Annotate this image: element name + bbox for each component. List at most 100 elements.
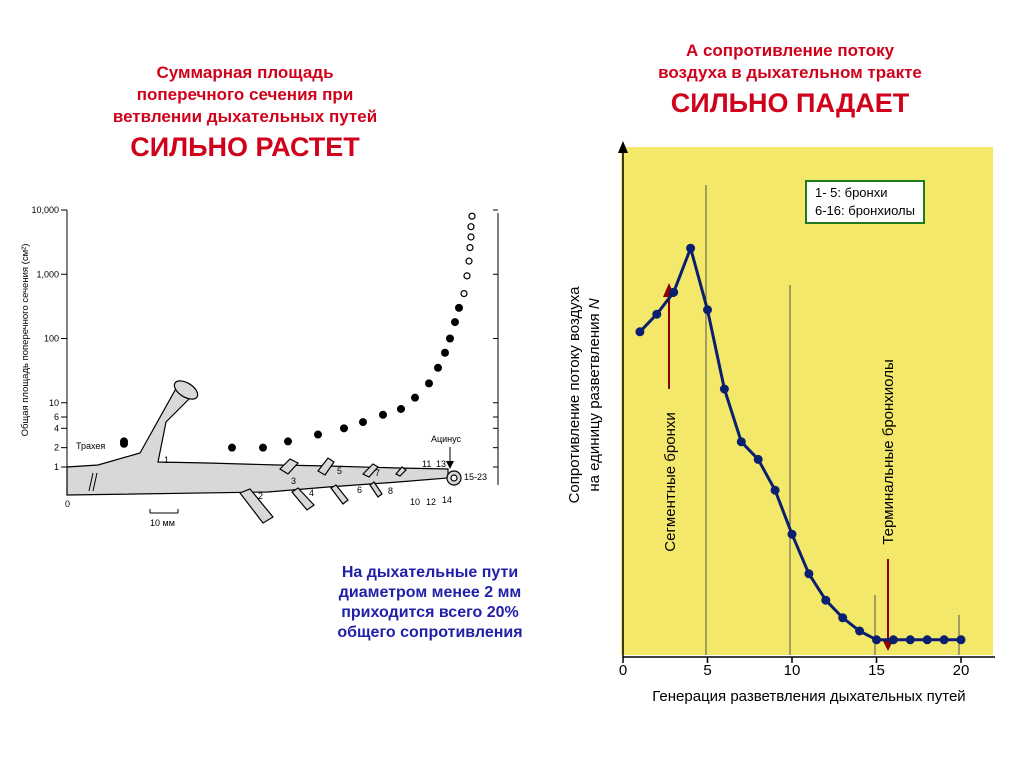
left-data-point — [397, 404, 406, 413]
segmental-bronchi-label: Сегментные бронхи — [662, 412, 679, 551]
gen-label: 11 — [422, 459, 431, 469]
left-right-ticks — [493, 209, 498, 468]
right-x-axis-label: Генерация разветвления дыхательных путей — [652, 688, 965, 705]
left-data-point — [425, 379, 434, 388]
left-y-tick-label: 10,000 — [31, 205, 59, 215]
resistance-data-point — [838, 613, 848, 623]
resistance-data-point — [686, 243, 696, 253]
left-title-line-1: Суммарная площадь — [156, 63, 334, 82]
left-data-point — [463, 272, 471, 280]
resistance-note: На дыхательные пути диаметром менее 2 мм… — [305, 563, 555, 643]
left-data-point — [467, 223, 475, 231]
resistance-data-point — [753, 454, 763, 464]
note-line-2: диаметром менее 2 мм — [338, 584, 522, 601]
trachea-break-mark — [92, 472, 98, 492]
right-y-axis-label-n: N — [586, 298, 603, 309]
resistance-data-point — [855, 626, 865, 636]
cross-section-chart: Общая площадь поперечного сечения (см²) … — [20, 205, 499, 528]
left-data-point — [359, 418, 368, 427]
resistance-legend: 1- 5: бронхи 6-16: бронхиолы — [805, 180, 925, 224]
right-y-axis-label: Сопротивление потоку воздуха — [566, 286, 583, 503]
left-data-points — [119, 212, 476, 452]
gen-label: 0 — [65, 499, 70, 509]
left-data-point — [434, 363, 443, 372]
left-data-point — [446, 334, 455, 343]
left-y-tick-label: 2 — [54, 443, 59, 453]
left-data-point — [119, 437, 128, 446]
airway-tree-drawing — [66, 380, 462, 524]
left-y-axis-label: Общая площадь поперечного сечения (см²) — [20, 244, 31, 437]
resistance-data-point — [888, 635, 898, 645]
gen-label: 14 — [442, 495, 452, 505]
right-y-axis-label-line-1: Сопротивление потоку воздуха — [566, 286, 583, 503]
panel-vertical-lines — [705, 185, 960, 655]
trachea-break-mark — [88, 472, 94, 492]
note-line-3: приходится всего 20% — [341, 604, 519, 621]
resistance-data-point — [669, 287, 679, 297]
resistance-data-point — [652, 309, 662, 319]
resistance-data-point — [703, 305, 712, 315]
left-data-point — [284, 437, 293, 446]
left-title-line-2: поперечного сечения при — [136, 85, 354, 104]
gen-label: 2 — [258, 491, 263, 501]
right-title-line-2: воздуха в дыхательном тракте — [658, 63, 922, 82]
acinus-arrowhead — [446, 461, 454, 469]
left-y-tick-label: 1 — [54, 462, 59, 472]
terminal-bronchioles-label: Терминальные бронхиолы — [880, 359, 897, 544]
resistance-data-point — [939, 635, 949, 645]
resistance-data-point — [770, 485, 780, 495]
right-x-tick-label: 5 — [703, 662, 711, 679]
right-x-ticks: 0 5 10 15 20 — [619, 657, 970, 679]
left-data-point — [451, 318, 460, 327]
gen-label: 7 — [375, 468, 380, 478]
right-title: А сопротивление потоку воздуха в дыхател… — [610, 40, 970, 120]
gen-label: 1 — [164, 455, 169, 465]
right-title-emphasis: СИЛЬНО ПАДАЕТ — [670, 88, 910, 118]
left-y-tick-label: 6 — [54, 412, 59, 422]
note-line-1: На дыхательные пути — [341, 564, 519, 581]
scale-bar-label: 10 мм — [150, 518, 175, 528]
left-data-point — [466, 243, 474, 252]
left-y-tick-label: 10 — [49, 398, 59, 408]
gen-label: 10 — [410, 497, 420, 507]
gen-label: 6 — [357, 485, 362, 495]
left-y-tick-label: 100 — [44, 334, 59, 344]
left-data-point — [468, 212, 476, 220]
resistance-data-point — [872, 635, 881, 645]
left-title-emphasis: СИЛЬНО РАСТЕТ — [130, 132, 360, 162]
gen-label: 12 — [426, 497, 436, 507]
note-line-4: общего сопротивления — [337, 624, 523, 641]
left-y-tick-label: 1,000 — [36, 269, 59, 279]
trachea-label: Трахея — [76, 441, 105, 451]
gen-label: 3 — [291, 476, 296, 486]
left-title-line-3: ветвлении дыхательных путей — [112, 107, 378, 126]
gen-label: 15-23 — [464, 472, 487, 482]
left-data-point — [379, 410, 388, 419]
right-x-tick-label: 0 — [619, 662, 627, 679]
left-data-point — [259, 443, 268, 452]
right-title-line-1: А сопротивление потоку — [685, 41, 895, 60]
right-x-tick-label: 20 — [953, 662, 970, 679]
left-data-point — [340, 424, 349, 433]
right-y-axis-arrow — [618, 141, 628, 153]
legend-bronchioles: 6-16: бронхиолы — [815, 203, 915, 218]
left-data-point — [455, 303, 464, 312]
left-y-tick-label: 4 — [54, 423, 59, 433]
resistance-data-point — [905, 635, 915, 645]
gen-label: 8 — [388, 486, 393, 496]
resistance-data-point — [956, 635, 966, 645]
left-data-point — [228, 443, 237, 452]
left-title: Суммарная площадь поперечного сечения пр… — [55, 62, 435, 164]
resistance-data-point — [787, 529, 797, 539]
right-y-axis-label-line-2: на единицу разветвления — [586, 313, 603, 491]
resistance-data-point — [635, 327, 645, 337]
legend-bronchi: 1- 5: бронхи — [815, 185, 888, 200]
left-data-point — [465, 257, 473, 265]
right-x-tick-label: 10 — [784, 662, 801, 679]
right-x-tick-label: 15 — [868, 662, 885, 679]
resistance-data-point — [736, 437, 746, 447]
gen-label: 5 — [337, 466, 342, 476]
resistance-data-points — [635, 243, 966, 645]
left-y-ticks: 1 2 46 10 100 1,000 10,000 — [31, 205, 67, 472]
left-data-point — [441, 348, 450, 357]
